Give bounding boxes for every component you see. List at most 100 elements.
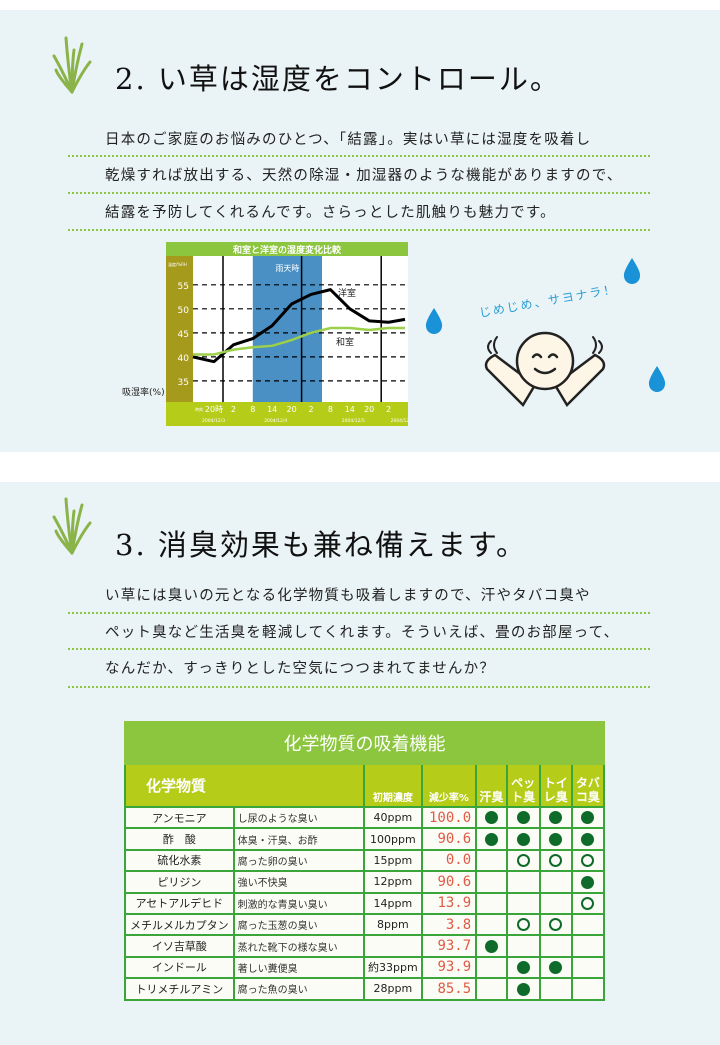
x-tick-label: 20 bbox=[364, 405, 374, 414]
effect-cell bbox=[505, 955, 541, 980]
substance-name: アセトアルデヒド bbox=[124, 891, 235, 915]
initial-concentration: 約33ppm bbox=[363, 955, 423, 980]
body-text-line: 結露を予防してくれるんです。さらっとした肌触りも魅力です。 bbox=[105, 205, 556, 221]
reduction-rate: 90.6 bbox=[420, 870, 478, 894]
series-line-western-room bbox=[192, 288, 406, 364]
reduction-rate: 90.6 bbox=[420, 827, 478, 851]
effect-cell bbox=[570, 955, 606, 980]
filled-circle-icon bbox=[549, 961, 563, 975]
filled-circle-icon bbox=[549, 811, 563, 825]
substance-name: アンモニア bbox=[124, 805, 235, 830]
x-tick-label: 20 bbox=[287, 405, 297, 414]
header-tobacco: タバコ臭 bbox=[570, 764, 606, 808]
y-tick-label: 45 bbox=[178, 330, 189, 340]
initial-concentration: 40ppm bbox=[363, 805, 423, 830]
body-text-line: ペット臭など生活臭を軽減してくれます。そういえば、畳のお部屋って、 bbox=[105, 625, 620, 641]
smiling-character-illustration bbox=[484, 331, 606, 408]
effect-cell bbox=[538, 955, 573, 980]
odor-description: 強い不快臭 bbox=[232, 870, 366, 894]
effect-cell bbox=[570, 977, 606, 1001]
initial-concentration: 8ppm bbox=[363, 912, 423, 937]
effect-cell bbox=[538, 848, 573, 873]
chart-title-bar bbox=[166, 242, 408, 256]
y-axis-band bbox=[166, 256, 193, 402]
filled-circle-icon bbox=[581, 832, 595, 846]
body-text-line: い草には臭いの元となる化学物質も吸着しますので、汗やタバコ臭や bbox=[105, 588, 591, 604]
initial-concentration bbox=[363, 934, 423, 958]
odor-description: 腐った卵の臭い bbox=[232, 848, 366, 873]
rain-band-label: 雨天時 bbox=[275, 264, 299, 273]
effect-cell bbox=[505, 848, 541, 873]
effect-cell bbox=[538, 977, 573, 1001]
body-text-line: なんだか、すっきりとした空気につつまれてませんか？ bbox=[105, 661, 496, 677]
effect-cell bbox=[570, 827, 606, 851]
header-rate: 減少率% bbox=[420, 764, 478, 808]
x-tick-label: 2 bbox=[308, 405, 313, 414]
effect-cell bbox=[570, 870, 606, 894]
filled-circle-icon bbox=[484, 939, 498, 953]
effect-cell bbox=[475, 955, 508, 980]
water-drop-icon bbox=[623, 258, 641, 284]
filled-circle-icon bbox=[581, 811, 595, 825]
table-row: インドール 著しい糞便臭 約33ppm 93.9 bbox=[124, 955, 606, 980]
effect-cell bbox=[538, 805, 573, 830]
date-label: 2004/12/4 bbox=[264, 418, 287, 424]
filled-circle-icon bbox=[581, 875, 595, 889]
x-tick-label: 8 bbox=[250, 405, 255, 414]
effect-cell bbox=[538, 934, 573, 958]
effect-cell bbox=[475, 805, 508, 830]
effect-cell bbox=[475, 934, 508, 958]
odor-description: 腐った玉葱の臭い bbox=[232, 912, 366, 937]
body-text-line: 日本のご家庭のお悩みのひとつ、「結露」。実はい草には湿度を吸着し bbox=[105, 132, 592, 148]
reduction-rate: 13.9 bbox=[420, 891, 478, 915]
effect-cell bbox=[570, 848, 606, 873]
effect-cell bbox=[505, 827, 541, 851]
table-title: 化学物質の吸着機能 bbox=[124, 721, 605, 765]
open-circle-icon bbox=[581, 897, 595, 910]
header-substance: 化学物質 bbox=[123, 764, 365, 808]
effect-cell bbox=[538, 912, 573, 937]
table-row: トリメチルアミン 腐った魚の臭い 28ppm 85.5 bbox=[124, 977, 606, 1001]
initial-concentration: 12ppm bbox=[363, 870, 423, 894]
reduction-rate: 100.0 bbox=[420, 805, 478, 830]
date-label: 2004/12/6 bbox=[391, 418, 408, 424]
effect-cell bbox=[475, 912, 508, 937]
filled-circle-icon bbox=[516, 832, 530, 846]
effect-cell bbox=[475, 848, 508, 873]
effect-cell bbox=[475, 977, 508, 1001]
open-circle-icon bbox=[549, 918, 563, 932]
x-tick-label: 8 bbox=[328, 405, 333, 414]
dotted-divider bbox=[68, 155, 650, 157]
substance-name: トリメチルアミン bbox=[124, 977, 235, 1001]
effect-cell bbox=[475, 827, 508, 851]
odor-description: 蒸れた靴下の様な臭い bbox=[232, 934, 366, 958]
y-unit-label: 温度/%RH bbox=[168, 261, 187, 267]
x-tick-label: 2 bbox=[386, 405, 391, 414]
filled-circle-icon bbox=[484, 811, 498, 825]
dotted-divider bbox=[68, 686, 650, 688]
effect-cell bbox=[505, 870, 541, 894]
dotted-divider bbox=[68, 192, 650, 194]
effect-cell bbox=[505, 891, 541, 915]
effect-cell bbox=[538, 870, 573, 894]
substance-name: 硫化水素 bbox=[124, 848, 235, 873]
effect-cell bbox=[505, 977, 541, 1001]
x-tick-label: 14 bbox=[345, 405, 355, 414]
x-tick-label: 14 bbox=[267, 405, 277, 414]
odor-description: 刺激的な青臭い臭い bbox=[232, 891, 366, 915]
header-conc: 初期濃度 bbox=[363, 764, 423, 808]
table-row: アンモニア し尿のような臭い 40ppm 100.0 bbox=[124, 805, 606, 830]
substance-name: メチルメルカプタン bbox=[124, 912, 235, 937]
filled-circle-icon bbox=[516, 982, 530, 996]
effect-cell bbox=[570, 891, 606, 915]
x-axis-band bbox=[166, 402, 408, 426]
filled-circle-icon bbox=[516, 811, 530, 825]
substance-name: イソ吉草酸 bbox=[124, 934, 235, 958]
table-row: 酢 酸体臭・汗臭、お酢 100ppm 90.6 bbox=[124, 827, 606, 851]
body-text-line: 乾燥すれば放出する、天然の除湿・加湿器のような機能がありますので、 bbox=[105, 168, 623, 184]
y-tick-label: 40 bbox=[178, 354, 190, 364]
effect-cell bbox=[475, 870, 508, 894]
dotted-divider bbox=[68, 648, 650, 650]
open-circle-icon bbox=[516, 854, 530, 868]
header-sweat: 汗臭 bbox=[475, 764, 508, 808]
